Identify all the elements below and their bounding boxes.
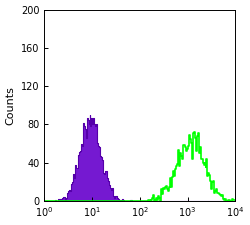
Y-axis label: Counts: Counts <box>6 86 16 125</box>
